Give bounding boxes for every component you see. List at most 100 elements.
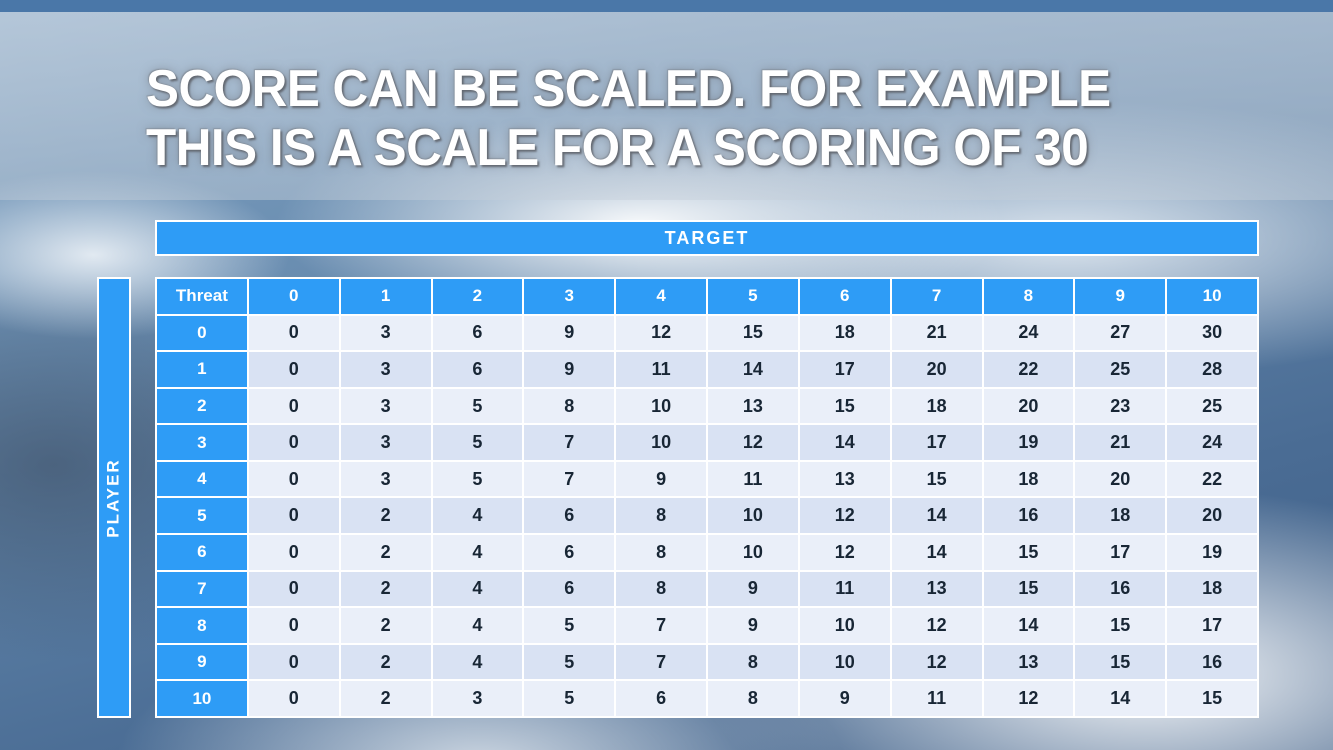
slide-title: SCORE CAN BE SCALED. FOR EXAMPLE THIS IS… — [146, 60, 1111, 178]
score-cell: 7 — [524, 461, 615, 497]
score-cell: 23 — [1075, 388, 1166, 424]
score-cell: 20 — [891, 352, 982, 387]
row-header-cell: 7 — [157, 571, 247, 607]
score-cell: 9 — [708, 571, 798, 607]
table-row: 6 0 2 4 6 8 10 12 14 15 17 19 — [157, 535, 1257, 570]
score-cell: 20 — [1167, 498, 1257, 534]
score-cell: 10 — [799, 644, 890, 680]
score-cell: 17 — [799, 352, 890, 387]
score-cell: 13 — [799, 461, 890, 497]
score-cell: 19 — [1167, 535, 1257, 570]
score-cell: 15 — [1167, 681, 1257, 716]
column-header-cell: 1 — [340, 279, 431, 314]
score-cell: 4 — [432, 498, 523, 534]
score-cell: 2 — [340, 608, 431, 643]
score-cell: 13 — [708, 388, 798, 424]
score-cell: 2 — [340, 535, 431, 570]
score-cell: 12 — [891, 608, 982, 643]
score-cell: 16 — [1167, 644, 1257, 680]
score-cell: 11 — [799, 571, 890, 607]
score-cell: 3 — [432, 681, 523, 716]
row-header-cell: 4 — [157, 461, 247, 497]
score-cell: 22 — [1167, 461, 1257, 497]
row-header-cell: 1 — [157, 352, 247, 387]
score-cell: 6 — [524, 535, 615, 570]
score-cell: 15 — [708, 315, 798, 351]
score-cell: 0 — [248, 608, 339, 643]
score-cell: 10 — [616, 388, 706, 424]
column-header-cell: 8 — [983, 279, 1074, 314]
score-cell: 11 — [891, 681, 982, 716]
score-cell: 2 — [340, 644, 431, 680]
score-cell: 15 — [983, 535, 1074, 570]
score-cell: 18 — [1167, 571, 1257, 607]
score-cell: 27 — [1075, 315, 1166, 351]
score-cell: 3 — [340, 425, 431, 460]
score-cell: 5 — [432, 461, 523, 497]
score-cell: 7 — [616, 644, 706, 680]
score-cell: 6 — [432, 315, 523, 351]
score-cell: 24 — [983, 315, 1074, 351]
row-header-cell: 9 — [157, 644, 247, 680]
score-cell: 14 — [983, 608, 1074, 643]
score-cell: 30 — [1167, 315, 1257, 351]
score-cell: 3 — [340, 461, 431, 497]
score-cell: 15 — [1075, 608, 1166, 643]
title-band: SCORE CAN BE SCALED. FOR EXAMPLE THIS IS… — [0, 12, 1333, 200]
row-header-cell: 2 — [157, 388, 247, 424]
row-header-cell: 0 — [157, 315, 247, 351]
score-cell: 10 — [799, 608, 890, 643]
score-cell: 16 — [1075, 571, 1166, 607]
score-cell: 14 — [891, 535, 982, 570]
score-cell: 15 — [891, 461, 982, 497]
score-cell: 25 — [1075, 352, 1166, 387]
score-cell: 3 — [340, 352, 431, 387]
score-cell: 5 — [524, 681, 615, 716]
table-row: 1 0 3 6 9 11 14 17 20 22 25 28 — [157, 352, 1257, 387]
target-header: TARGET — [155, 220, 1259, 256]
score-cell: 6 — [524, 498, 615, 534]
column-header-cell: 9 — [1075, 279, 1166, 314]
score-cell: 4 — [432, 644, 523, 680]
score-cell: 4 — [432, 608, 523, 643]
score-cell: 21 — [891, 315, 982, 351]
table-row: 4 0 3 5 7 9 11 13 15 18 20 22 — [157, 461, 1257, 497]
score-cell: 17 — [891, 425, 982, 460]
table-row: 8 0 2 4 5 7 9 10 12 14 15 17 — [157, 608, 1257, 643]
column-header-cell: 2 — [432, 279, 523, 314]
score-cell: 9 — [799, 681, 890, 716]
column-header-cell: 0 — [248, 279, 339, 314]
column-header-cell: 7 — [891, 279, 982, 314]
top-accent-bar — [0, 0, 1333, 12]
score-cell: 3 — [340, 315, 431, 351]
score-table: Threat 0 1 2 3 4 5 6 7 8 9 10 0 0 3 6 9 12 15 18 21 24 27 30 1 0 3… — [155, 277, 1259, 718]
score-cell: 10 — [708, 498, 798, 534]
column-header-cell: 10 — [1167, 279, 1257, 314]
column-header-cell: 6 — [799, 279, 890, 314]
column-header-cell: 4 — [616, 279, 706, 314]
score-cell: 15 — [1075, 644, 1166, 680]
title-line-2: THIS IS A SCALE FOR A SCORING OF 30 — [146, 119, 1089, 177]
score-cell: 15 — [799, 388, 890, 424]
score-cell: 8 — [708, 644, 798, 680]
score-cell: 6 — [432, 352, 523, 387]
score-cell: 4 — [432, 535, 523, 570]
score-cell: 3 — [340, 388, 431, 424]
table-row: 9 0 2 4 5 7 8 10 12 13 15 16 — [157, 644, 1257, 680]
score-cell: 0 — [248, 352, 339, 387]
score-cell: 5 — [524, 644, 615, 680]
score-cell: 0 — [248, 461, 339, 497]
row-header-cell: 8 — [157, 608, 247, 643]
score-cell: 22 — [983, 352, 1074, 387]
score-cell: 8 — [524, 388, 615, 424]
row-header-cell: 5 — [157, 498, 247, 534]
score-cell: 15 — [983, 571, 1074, 607]
row-header-cell: 6 — [157, 535, 247, 570]
score-cell: 0 — [248, 425, 339, 460]
score-cell: 12 — [616, 315, 706, 351]
score-cell: 7 — [524, 425, 615, 460]
score-cell: 8 — [616, 571, 706, 607]
score-cell: 6 — [524, 571, 615, 607]
score-cell: 5 — [524, 608, 615, 643]
